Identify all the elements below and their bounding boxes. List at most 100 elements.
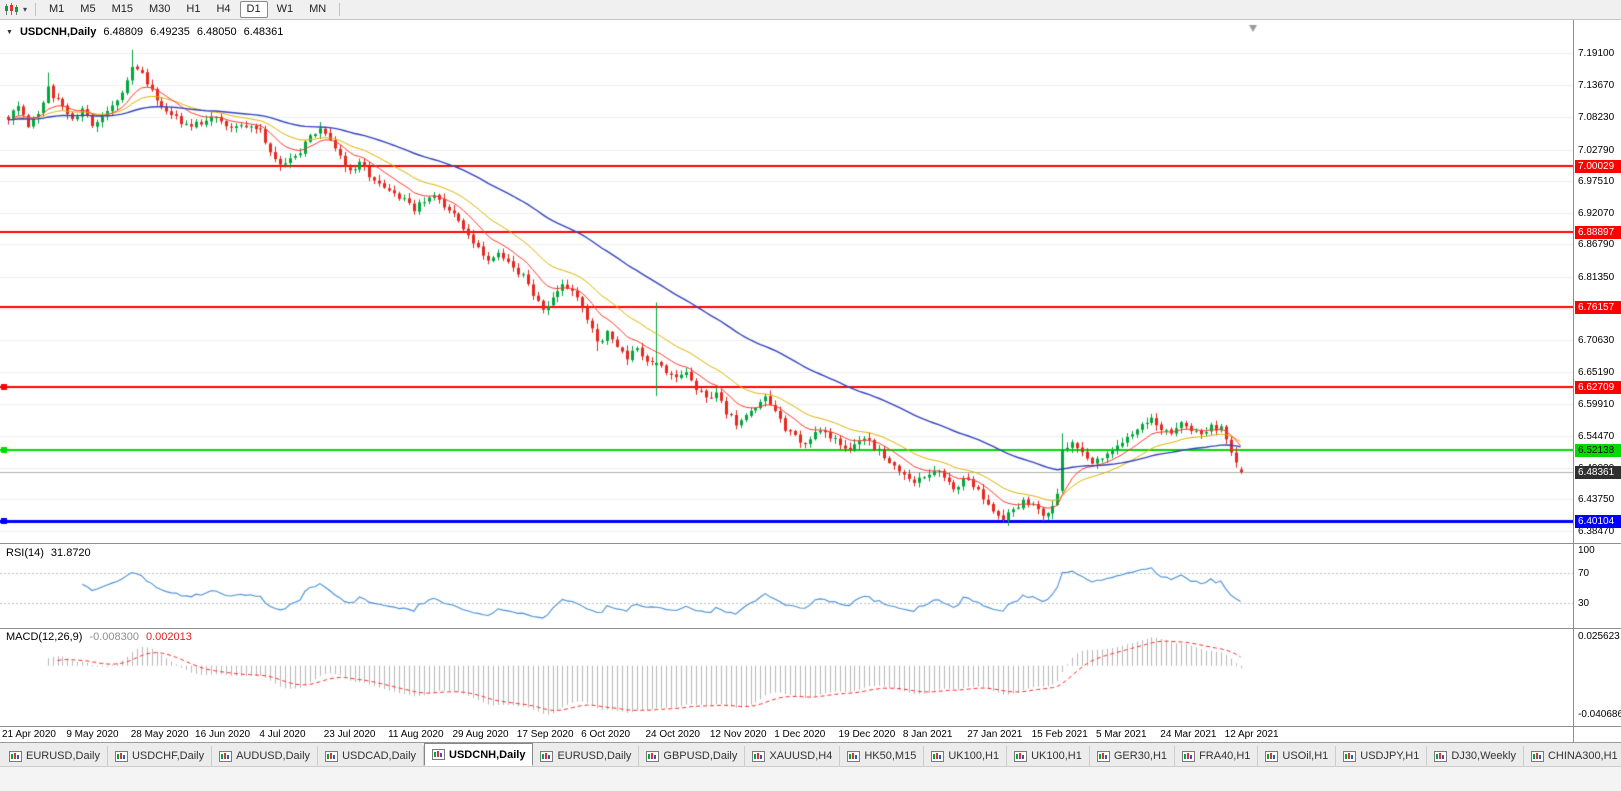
tab-label: UK100,H1 <box>1031 750 1082 762</box>
price-axis[interactable]: 0.025623 -0.040686 7.19100 7.13670 7.08230… <box>1573 20 1621 742</box>
price-axis-label: 6.92070 <box>1578 208 1615 220</box>
chart-tab-gbpusd-daily[interactable]: GBPUSD,Daily <box>639 746 746 766</box>
date-axis-label: 11 Aug 2020 <box>388 729 444 740</box>
price-axis-label: 6.54470 <box>1578 430 1615 442</box>
ohlc-open: 6.48809 <box>103 26 144 38</box>
chart-icon <box>847 750 861 762</box>
current-price-tag: 6.48361 <box>1575 466 1621 480</box>
chart-tab-usdcad-daily[interactable]: USDCAD,Daily <box>318 746 425 766</box>
chart-tab-uk100-h1[interactable]: UK100,H1 <box>924 746 1008 766</box>
timeframe-button-mn[interactable]: MN <box>309 3 327 15</box>
price-axis-label: 7.13670 <box>1578 80 1615 92</box>
date-axis-label: 27 Jan 2021 <box>967 729 1023 740</box>
timeframe-button-m1[interactable]: M1 <box>49 3 65 15</box>
date-axis-label: 29 Aug 2020 <box>452 729 509 740</box>
toolbar-separator <box>35 3 37 16</box>
chart-icon <box>1343 750 1357 762</box>
timeframe-button-w1[interactable]: W1 <box>276 3 294 15</box>
date-axis-label: 21 Apr 2020 <box>2 729 56 740</box>
chart-symbol-label: USDCNH,Daily <box>19 26 97 38</box>
chart-tab-dj30-weekly[interactable]: DJ30,Weekly <box>1427 746 1524 766</box>
ohlc-close: 6.48361 <box>243 26 284 38</box>
chart-tab-xauusd-h4[interactable]: XAUUSD,H4 <box>745 746 841 766</box>
rsi-value: 31.8720 <box>50 547 91 559</box>
tab-label: UK100,H1 <box>948 750 1000 762</box>
price-axis-label: 6.86790 <box>1578 239 1615 251</box>
chart-icon <box>1014 750 1028 762</box>
rsi-axis-label: 100 <box>1578 545 1595 556</box>
tab-label: CHINA300,H1 <box>1547 750 1618 762</box>
price-axis-label: 6.81350 <box>1578 271 1615 283</box>
price-axis-label: 6.38470 <box>1578 525 1615 537</box>
chart-tab-china300-h1[interactable]: CHINA300,H1 <box>1524 746 1621 766</box>
chart-icon <box>1265 750 1279 762</box>
chart-tab-usdjpy-h1[interactable]: USDJPY,H1 <box>1336 746 1428 766</box>
chart-tab-fra40-h1[interactable]: FRA40,H1 <box>1175 746 1259 766</box>
chart-icon <box>931 750 945 762</box>
tab-label: FRA40,H1 <box>1199 750 1251 762</box>
price-axis-label: 6.43750 <box>1578 494 1615 506</box>
date-axis[interactable]: 21 Apr 2020 9 May 2020 28 May 2020 16 Jun 2… <box>0 727 1573 742</box>
price-axis-label: 7.19100 <box>1578 48 1615 60</box>
date-axis-label: 23 Jul 2020 <box>323 729 376 740</box>
rsi-indicator-label: RSI(14) 31.8720 <box>6 547 91 559</box>
date-axis-label: 12 Nov 2020 <box>709 729 767 740</box>
date-axis-label: 19 Dec 2020 <box>838 729 896 740</box>
rsi-axis-label: 70 <box>1578 567 1590 579</box>
price-axis-label: 6.65190 <box>1578 367 1615 379</box>
date-axis-label: 6 Oct 2020 <box>581 729 631 740</box>
level-price-tag: 6.62709 <box>1575 381 1621 395</box>
date-axis-label: 15 Feb 2021 <box>1031 729 1088 740</box>
tab-label: XAUUSD,H4 <box>769 750 833 762</box>
chart-tab-hk50-m15[interactable]: HK50,M15 <box>840 746 925 766</box>
chart-tabs-bar: EURUSD,Daily USDCHF,Daily AUDUSD,Daily USDC… <box>0 742 1621 766</box>
macd-axis-min: -0.040686 <box>1578 709 1621 720</box>
chart-tab-usdcnh-daily[interactable]: USDCNH,Daily <box>424 743 534 766</box>
chart-icon <box>1182 750 1196 762</box>
tab-label: USDCAD,Daily <box>342 750 417 762</box>
timeframe-button-m30[interactable]: M30 <box>148 3 171 15</box>
tab-label: AUDUSD,Daily <box>236 750 311 762</box>
timeframe-button-h1[interactable]: H1 <box>186 3 201 15</box>
collapse-arrow-icon: ▼ <box>6 28 13 36</box>
chart-icon <box>1096 750 1110 762</box>
pane-separator[interactable] <box>0 543 1621 544</box>
chart-tab-uk100-h1[interactable]: UK100,H1 <box>1007 746 1090 766</box>
price-axis-label: 6.59910 <box>1578 398 1615 410</box>
chart-tab-ger30-h1[interactable]: GER30,H1 <box>1090 746 1176 766</box>
chart-icon <box>325 750 339 762</box>
chart-icon <box>1530 750 1544 762</box>
chart-tab-eurusd-daily[interactable]: EURUSD,Daily <box>533 746 640 766</box>
level-price-tag: 6.40104 <box>1575 515 1621 528</box>
tab-label: USDCHF,Daily <box>131 750 205 762</box>
macd-name: MACD(12,26,9) <box>6 631 83 643</box>
chart-tab-eurusd-daily[interactable]: EURUSD,Daily <box>2 746 108 766</box>
timeframe-button-m5[interactable]: M5 <box>80 3 96 15</box>
rsi-name: RSI(14) <box>6 547 44 559</box>
rsi-axis-label: 30 <box>1578 598 1590 610</box>
timeframe-button-d1[interactable]: D1 <box>239 1 268 18</box>
chart-icon <box>432 749 446 760</box>
chart-type-button[interactable]: ▾ <box>4 3 27 16</box>
chart-tab-usdchf-daily[interactable]: USDCHF,Daily <box>108 746 213 766</box>
timeframe-button-m15[interactable]: M15 <box>111 3 133 15</box>
date-axis-label: 16 Jun 2020 <box>195 729 251 740</box>
tab-label: USDCNH,Daily <box>449 748 526 761</box>
chart-icon <box>752 750 766 762</box>
chart-tab-audusd-daily[interactable]: AUDUSD,Daily <box>212 746 319 766</box>
pane-separator <box>0 726 1621 727</box>
level-price-tag: 6.88897 <box>1575 225 1621 239</box>
ohlc-high: 6.49235 <box>150 26 190 38</box>
price-chart-canvas[interactable] <box>0 20 1573 742</box>
pane-separator[interactable] <box>0 628 1621 629</box>
tab-label: USDJPY,H1 <box>1360 750 1420 762</box>
date-axis-label: 17 Sep 2020 <box>516 729 574 740</box>
date-axis-label: 1 Dec 2020 <box>774 729 826 740</box>
date-axis-label: 9 May 2020 <box>66 729 119 740</box>
timeframe-button-h4[interactable]: H4 <box>216 3 231 15</box>
chart-icon <box>9 750 22 762</box>
macd-axis-max: 0.025623 <box>1578 631 1620 642</box>
chart-tab-usoil-h1[interactable]: USOil,H1 <box>1258 746 1337 766</box>
level-price-tag: 7.00029 <box>1575 160 1621 173</box>
